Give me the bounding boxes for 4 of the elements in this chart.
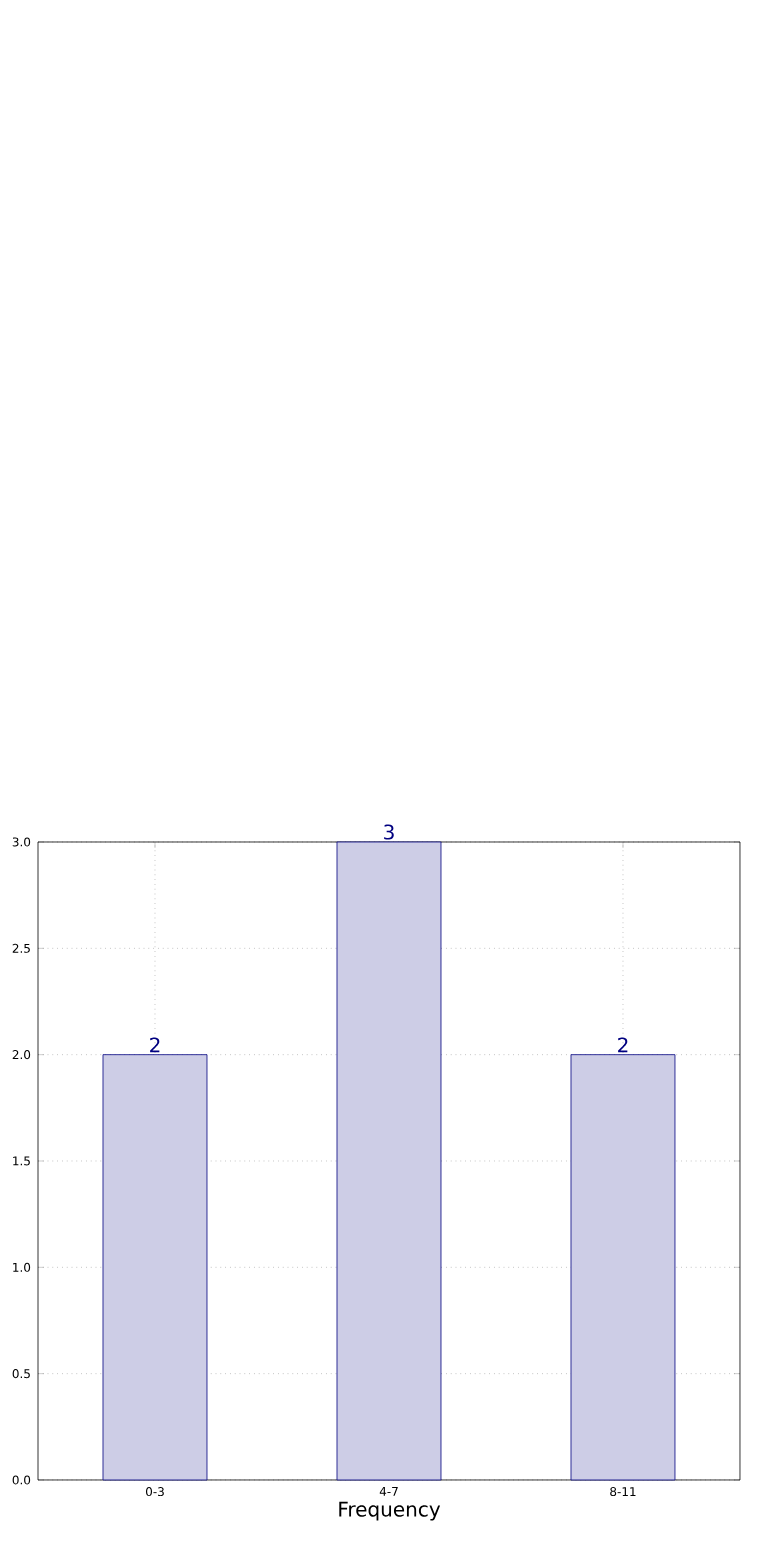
- data-label: 3: [384, 824, 394, 840]
- x-axis-title: Frequency: [339, 1501, 441, 1521]
- data-label: 2: [618, 1037, 628, 1053]
- data-label: 2: [150, 1037, 160, 1053]
